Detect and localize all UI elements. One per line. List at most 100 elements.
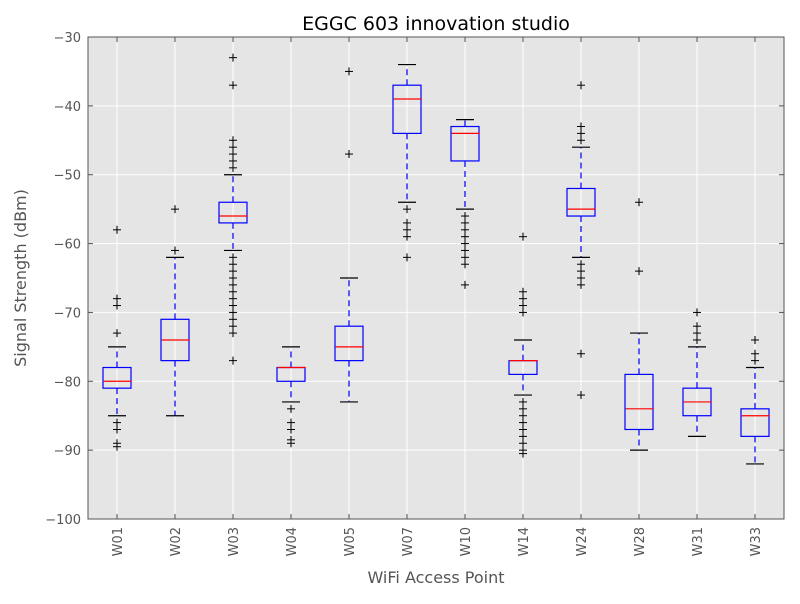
outlier-marker (519, 294, 527, 303)
outlier-marker (229, 301, 237, 310)
outlier-marker (113, 425, 121, 434)
box-group-w28 (624, 198, 654, 451)
outlier-marker (229, 308, 237, 317)
outlier-marker (113, 301, 121, 310)
outlier-marker (171, 205, 179, 214)
outlier-marker (693, 335, 701, 344)
outlier-marker (403, 205, 411, 214)
outlier-marker (229, 356, 237, 365)
box-group-w03 (218, 53, 248, 365)
outlier-marker (345, 67, 353, 76)
outlier-marker (461, 212, 469, 221)
box-iqr (218, 201, 248, 224)
x-axis-ticks: W01 W02 W03 W04 W05 W07 W10 W14 W24 W28 W31 W33 (111, 37, 764, 556)
outlier-marker (113, 442, 121, 451)
outlier-marker (229, 287, 237, 296)
outlier-marker (519, 432, 527, 441)
outlier-marker (229, 136, 237, 145)
box-iqr (334, 325, 364, 362)
outlier-marker (751, 356, 759, 365)
x-tick-label: W10 (459, 527, 474, 556)
outlier-marker (229, 53, 237, 62)
outlier-marker (519, 404, 527, 413)
x-tick-label: W33 (749, 527, 764, 556)
y-tick-label: −40 (54, 100, 81, 115)
outlier-marker (693, 329, 701, 338)
y-tick-label: −90 (54, 444, 81, 459)
outlier-marker (403, 218, 411, 227)
x-axis-label: WiFi Access Point (367, 568, 504, 587)
outlier-marker (461, 239, 469, 248)
outlier-marker (519, 232, 527, 241)
box-group-w05 (334, 67, 364, 403)
x-tick-label: W07 (401, 527, 416, 556)
outlier-marker (171, 246, 179, 255)
outlier-marker (461, 225, 469, 234)
x-tick-label: W31 (691, 527, 706, 556)
outlier-marker (751, 349, 759, 358)
x-tick-label: W14 (517, 527, 532, 556)
box-group-w33 (740, 335, 770, 465)
outlier-marker (229, 294, 237, 303)
box-group-w01 (102, 225, 132, 451)
outlier-marker (229, 81, 237, 90)
outlier-marker (287, 439, 295, 448)
outlier-marker (635, 198, 643, 207)
outlier-marker (519, 449, 527, 458)
outlier-marker (519, 411, 527, 420)
outlier-marker (577, 274, 585, 282)
outlier-marker (519, 425, 527, 434)
box-iqr (566, 187, 596, 217)
outlier-marker (519, 418, 527, 427)
y-tick-label: −50 (54, 169, 81, 184)
x-tick-label: W02 (169, 527, 184, 556)
box-group-w24 (566, 81, 596, 400)
box-group-w02 (160, 205, 190, 417)
outlier-marker (577, 122, 585, 131)
outlier-marker (693, 308, 701, 317)
outlier-marker (229, 163, 237, 172)
x-tick-label: W24 (575, 527, 590, 556)
outlier-marker (519, 439, 527, 448)
outlier-marker (403, 225, 411, 234)
outlier-marker (113, 418, 121, 427)
y-tick-label: −30 (54, 31, 81, 46)
outlier-marker (577, 260, 585, 269)
outlier-marker (519, 287, 527, 296)
outlier-marker (693, 322, 701, 331)
outlier-marker (577, 129, 585, 138)
box-iqr (102, 366, 132, 389)
chart-title: EGGC 603 innovation studio (302, 13, 570, 35)
y-tick-label: −60 (54, 238, 81, 253)
x-tick-label: W04 (285, 527, 300, 556)
outlier-marker (461, 246, 469, 255)
y-tick-label: −80 (54, 375, 81, 390)
box-iqr (624, 373, 654, 431)
box-group-w10 (450, 119, 480, 289)
outlier-marker (113, 329, 121, 338)
outlier-marker (345, 150, 353, 159)
outlier-marker (287, 404, 295, 413)
outlier-marker (229, 260, 237, 269)
box-series (102, 53, 770, 465)
y-tick-label: −100 (45, 513, 81, 528)
y-tick-label: −70 (54, 306, 81, 321)
outlier-marker (229, 322, 237, 331)
x-tick-label: W05 (343, 527, 358, 556)
outlier-marker (287, 418, 295, 427)
outlier-marker (287, 425, 295, 434)
outlier-marker (577, 349, 585, 358)
outlier-marker (519, 301, 527, 310)
x-tick-label: W28 (633, 527, 648, 556)
outlier-marker (113, 294, 121, 303)
outlier-marker (461, 232, 469, 241)
outlier-marker (229, 274, 237, 282)
box-group-w07 (392, 63, 422, 262)
plot-border (87, 36, 785, 520)
outlier-marker (229, 267, 237, 276)
box-group-w14 (508, 232, 538, 458)
box-iqr (740, 408, 770, 437)
box-group-w04 (276, 346, 306, 448)
